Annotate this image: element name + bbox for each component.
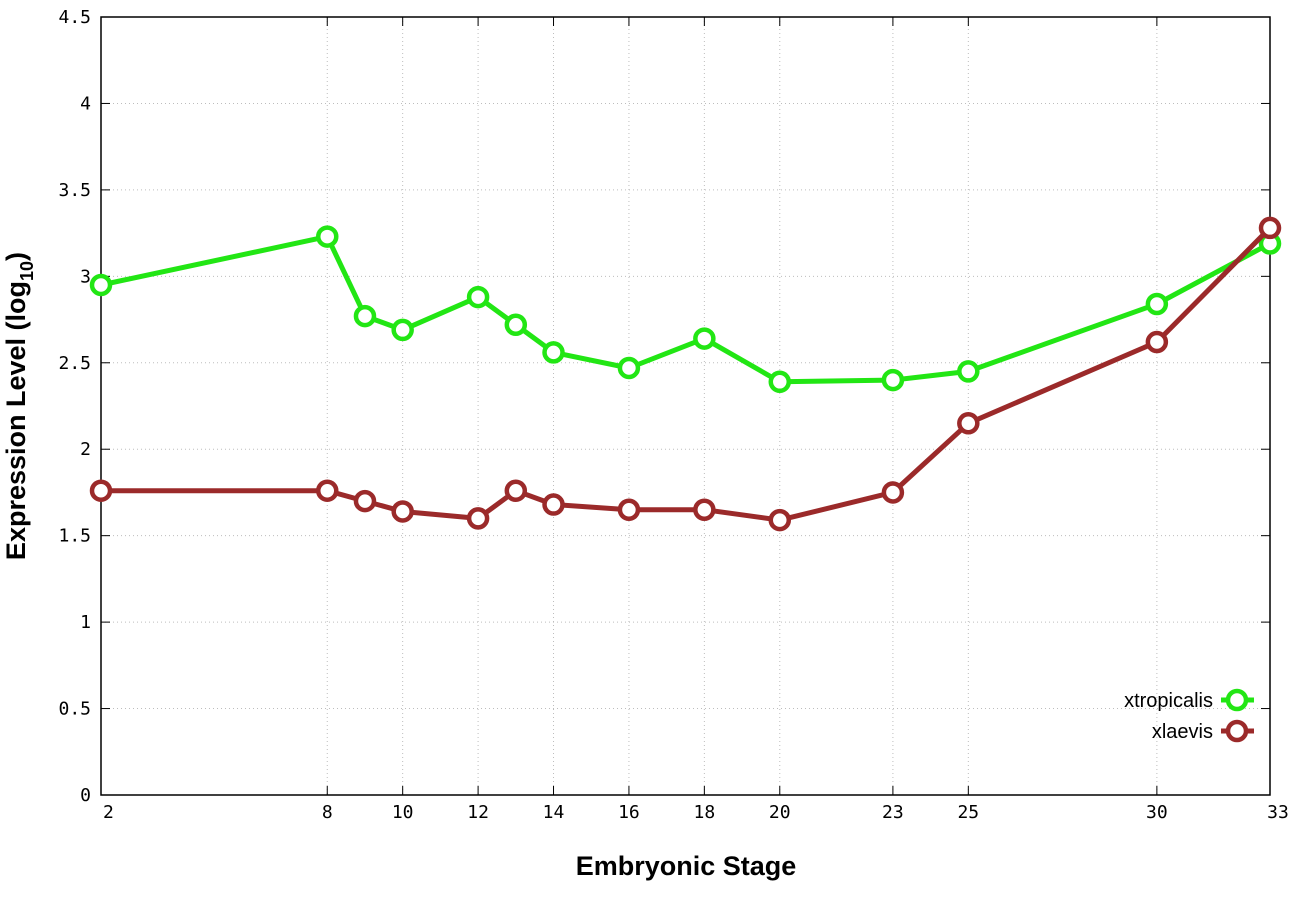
data-point bbox=[89, 273, 113, 297]
y-tick-label: 0 bbox=[80, 785, 91, 806]
series-layer bbox=[89, 216, 1282, 532]
data-point bbox=[1145, 330, 1169, 354]
data-point bbox=[391, 318, 414, 342]
x-tick-label: 16 bbox=[618, 802, 640, 823]
data-point bbox=[542, 341, 565, 364]
x-tick-label: 2 bbox=[103, 802, 114, 823]
data-point bbox=[504, 313, 528, 336]
data-point bbox=[693, 498, 716, 521]
series-xtropicalis bbox=[89, 225, 1282, 394]
axis-ticks: 0 0.5 1 1.5 2 2.5 3 3.5 4 4.5 2 8 10 12 14 16 18 20 23 25 30… bbox=[58, 7, 1288, 823]
legend: xtropicalis xlaevis bbox=[1124, 688, 1254, 743]
data-point bbox=[466, 507, 490, 530]
x-tick-label: 30 bbox=[1146, 802, 1168, 823]
y-axis-title-main: Expression Level (log bbox=[1, 281, 31, 560]
series-line bbox=[100, 234, 1272, 385]
y-tick-label: 4 bbox=[80, 93, 91, 114]
y-tick-label: 3.5 bbox=[58, 180, 91, 201]
x-tick-label: 10 bbox=[392, 802, 414, 823]
data-point bbox=[617, 356, 641, 380]
data-point bbox=[1258, 216, 1282, 240]
data-point bbox=[504, 479, 528, 502]
data-point bbox=[768, 370, 792, 394]
y-tick-label: 0.5 bbox=[58, 699, 91, 720]
data-point bbox=[353, 304, 377, 328]
x-tick-label: 20 bbox=[769, 802, 791, 823]
y-axis-title-subscript: 10 bbox=[17, 261, 37, 281]
x-axis-title: Embryonic Stage bbox=[576, 851, 797, 881]
series-xlaevis bbox=[89, 216, 1282, 532]
data-point bbox=[391, 500, 414, 523]
legend-label: xlaevis bbox=[1152, 721, 1213, 743]
y-axis-title-close: ) bbox=[1, 252, 31, 261]
data-point bbox=[693, 327, 716, 350]
data-point bbox=[1145, 292, 1169, 316]
data-point bbox=[89, 479, 113, 502]
y-tick-label: 1.5 bbox=[58, 526, 91, 547]
x-tick-label: 25 bbox=[957, 802, 979, 823]
y-axis-title: Expression Level (log10) bbox=[1, 252, 37, 560]
data-point bbox=[617, 498, 641, 521]
x-tick-label: 23 bbox=[882, 802, 904, 823]
series-line bbox=[101, 226, 1272, 523]
legend-item: xtropicalis bbox=[1124, 688, 1254, 712]
data-point bbox=[316, 225, 339, 248]
legend-item: xlaevis bbox=[1152, 719, 1254, 743]
legend-label: xtropicalis bbox=[1124, 690, 1213, 712]
y-tick-label: 1 bbox=[80, 612, 91, 633]
data-point bbox=[353, 489, 377, 513]
data-point bbox=[881, 481, 905, 504]
x-tick-label: 18 bbox=[694, 802, 716, 823]
grid-lines bbox=[101, 17, 1270, 795]
x-tick-label: 14 bbox=[543, 802, 565, 823]
x-tick-label: 33 bbox=[1267, 802, 1289, 823]
y-tick-label: 2.5 bbox=[58, 353, 91, 374]
x-tick-label: 12 bbox=[467, 802, 489, 823]
data-point bbox=[957, 412, 980, 435]
legend-swatch-marker bbox=[1225, 688, 1249, 712]
y-tick-label: 3 bbox=[80, 266, 91, 287]
data-point bbox=[957, 360, 980, 383]
y-tick-label: 2 bbox=[80, 439, 91, 460]
data-point bbox=[316, 479, 339, 502]
data-point bbox=[768, 508, 792, 532]
data-point bbox=[466, 285, 490, 309]
data-point bbox=[542, 493, 565, 516]
data-point bbox=[881, 368, 905, 392]
x-tick-label: 8 bbox=[322, 802, 333, 823]
legend-swatch-marker bbox=[1225, 719, 1249, 743]
y-tick-label: 4.5 bbox=[58, 7, 91, 28]
plot-frame bbox=[100, 16, 1271, 796]
